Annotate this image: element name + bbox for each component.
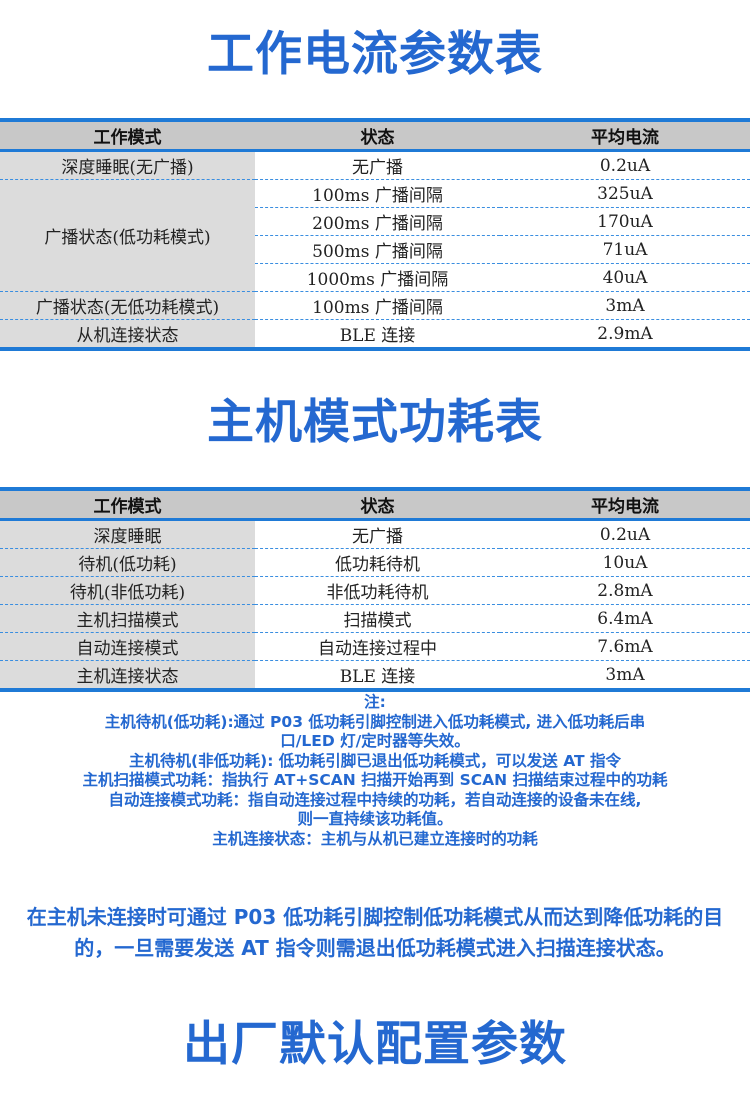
header-state: 状态 xyxy=(255,487,500,521)
current-cell: 3mA xyxy=(500,291,750,320)
state-cell: BLE 连接 xyxy=(255,660,500,692)
current-cell: 71uA xyxy=(500,235,750,264)
current-cell: 3mA xyxy=(500,660,750,692)
header-mode: 工作模式 xyxy=(0,118,255,152)
header-current: 平均电流 xyxy=(500,118,750,152)
working-current-table: 工作模式 状态 平均电流 深度睡眠(无广播) 无广播 0.2uA 广播状态(低功… xyxy=(0,118,750,351)
mode-cell: 主机连接状态 xyxy=(0,660,255,692)
mode-cell: 自动连接模式 xyxy=(0,632,255,661)
current-cell: 2.8mA xyxy=(500,576,750,605)
section-title-factory-defaults: 出厂默认配置参数 xyxy=(183,1017,567,1072)
state-cell: 扫描模式 xyxy=(255,604,500,633)
state-cell: 200ms 广播间隔 xyxy=(255,207,500,236)
section-title-host-mode: 主机模式功耗表 xyxy=(207,395,543,450)
table-row: 深度睡眠(无广播) 无广播 0.2uA xyxy=(0,150,750,180)
state-cell: BLE 连接 xyxy=(255,319,500,351)
current-cell: 170uA xyxy=(500,207,750,236)
section-title-working-current: 工作电流参数表 xyxy=(207,27,543,82)
state-cell: 低功耗待机 xyxy=(255,548,500,577)
host-mode-power-table: 工作模式 状态 平均电流 深度睡眠 无广播 0.2uA 待机(低功耗) 低功耗待… xyxy=(0,487,750,692)
current-cell: 7.6mA xyxy=(500,632,750,661)
state-cell: 100ms 广播间隔 xyxy=(255,179,500,208)
current-cell: 0.2uA xyxy=(599,524,651,545)
table-row: 广播状态(无低功耗模式) 100ms 广播间隔 3mA xyxy=(0,291,750,320)
note-line: 口/LED 灯/定时器等失效。 xyxy=(280,732,470,750)
table-row: 500ms 广播间隔 71uA xyxy=(0,235,750,264)
table-row: 200ms 广播间隔 170uA xyxy=(0,207,750,236)
mode-cell: 深度睡眠(无广播) xyxy=(0,150,255,180)
header-state: 状态 xyxy=(255,118,500,152)
mode-cell: 广播状态(低功耗模式) xyxy=(0,179,255,292)
note-line: 主机扫描模式功耗：指执行 AT+SCAN 扫描开始再到 SCAN 扫描结束过程中… xyxy=(82,771,668,789)
note-line: 主机待机(非低功耗): 低功耗引脚已退出低功耗模式，可以发送 AT 指令 xyxy=(129,751,621,770)
current-cell: 2.9mA xyxy=(500,319,750,351)
mode-cell: 待机(低功耗) xyxy=(0,548,255,577)
note-line: 主机待机(低功耗):通过 P03 低功耗引脚控制进入低功耗模式, 进入低功耗后串 xyxy=(104,712,646,731)
table-row: 广播状态(低功耗模式) 100ms 广播间隔 325uA xyxy=(0,179,750,292)
table-row: 待机(低功耗) 低功耗待机 10uA xyxy=(0,548,750,577)
table-row: 待机(非低功耗) 非低功耗待机 2.8mA xyxy=(0,576,750,605)
mode-cell: 深度睡眠 xyxy=(0,519,255,549)
table-row: 主机扫描模式 扫描模式 6.4mA xyxy=(0,604,750,633)
mode-cell: 从机连接状态 xyxy=(0,319,255,351)
table-header-row: 工作模式 状态 平均电流 xyxy=(0,487,750,521)
current-cell: 6.4mA xyxy=(500,604,750,633)
state-cell: 1000ms 广播间隔 xyxy=(255,263,500,292)
mode-cell: 主机扫描模式 xyxy=(0,604,255,633)
table-row: 主机连接状态 BLE 连接 3mA xyxy=(0,660,750,692)
low-power-paragraph: 在主机未连接时可通过 P03 低功耗引脚控制低功耗模式从而达到降低功耗的目的，一… xyxy=(26,905,724,960)
state-cell: 100ms 广播间隔 xyxy=(255,291,500,320)
current-cell: 10uA xyxy=(500,548,750,577)
note-line: 主机连接状态：主机与从机已建立连接时的功耗 xyxy=(212,829,538,848)
current-cell: 325uA xyxy=(500,179,750,208)
state-cell: 500ms 广播间隔 xyxy=(255,235,500,264)
state-cell: 无广播 xyxy=(352,527,403,547)
note-line: 则一直持续该功耗值。 xyxy=(297,810,453,828)
header-mode: 工作模式 xyxy=(0,487,255,521)
mode-cell: 待机(非低功耗) xyxy=(0,576,255,605)
table-row: 从机连接状态 BLE 连接 2.9mA xyxy=(0,319,750,351)
mode-cell: 广播状态(无低功耗模式) xyxy=(0,291,255,320)
notes-heading: 注: xyxy=(364,693,386,711)
current-cell: 0.2uA xyxy=(599,155,651,176)
notes-block: 注: 主机待机(低功耗):通过 P03 低功耗引脚控制进入低功耗模式, 进入低功… xyxy=(0,693,750,849)
table-row: 深度睡眠 无广播 0.2uA xyxy=(0,519,750,549)
state-cell: 无广播 xyxy=(352,158,403,178)
state-cell: 非低功耗待机 xyxy=(255,576,500,605)
table-row: 自动连接模式 自动连接过程中 7.6mA xyxy=(0,632,750,661)
table-header-row: 工作模式 状态 平均电流 xyxy=(0,118,750,152)
state-cell: 自动连接过程中 xyxy=(255,632,500,661)
current-cell: 40uA xyxy=(500,263,750,292)
table-row: 1000ms 广播间隔 40uA xyxy=(0,263,750,292)
header-current: 平均电流 xyxy=(500,487,750,521)
note-line: 自动连接模式功耗：指自动连接过程中持续的功耗，若自动连接的设备未在线, xyxy=(108,790,642,809)
